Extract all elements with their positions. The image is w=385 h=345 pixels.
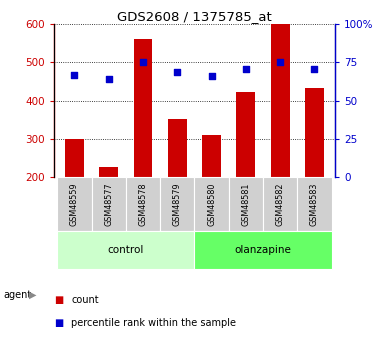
Bar: [160, 177, 194, 231]
Bar: [57, 231, 194, 269]
Text: percentile rank within the sample: percentile rank within the sample: [71, 318, 236, 327]
Title: GDS2608 / 1375785_at: GDS2608 / 1375785_at: [117, 10, 272, 23]
Bar: [271, 24, 290, 177]
Text: GSM48580: GSM48580: [207, 183, 216, 226]
Text: GSM48582: GSM48582: [276, 182, 285, 226]
Text: ▶: ▶: [29, 290, 36, 300]
Text: GSM48581: GSM48581: [241, 183, 250, 226]
Point: [243, 66, 249, 71]
Text: GSM48577: GSM48577: [104, 182, 113, 226]
Bar: [65, 139, 84, 177]
Text: GSM48583: GSM48583: [310, 183, 319, 226]
Point: [277, 60, 283, 65]
Bar: [263, 177, 297, 231]
Point: [174, 69, 180, 75]
Text: GSM48559: GSM48559: [70, 182, 79, 226]
Text: control: control: [108, 245, 144, 255]
Text: ■: ■: [54, 295, 63, 305]
Bar: [202, 135, 221, 177]
Bar: [236, 92, 255, 177]
Bar: [168, 119, 187, 177]
Bar: [194, 177, 229, 231]
Text: ■: ■: [54, 318, 63, 327]
Bar: [57, 177, 92, 231]
Text: GSM48578: GSM48578: [139, 182, 147, 226]
Point: [105, 77, 112, 82]
Bar: [229, 177, 263, 231]
Text: GSM48579: GSM48579: [173, 182, 182, 226]
Bar: [305, 88, 324, 177]
Bar: [134, 39, 152, 177]
Text: count: count: [71, 295, 99, 305]
Point: [311, 66, 318, 71]
Point: [71, 72, 77, 77]
Text: olanzapine: olanzapine: [234, 245, 291, 255]
Bar: [92, 177, 126, 231]
Bar: [194, 231, 331, 269]
Point: [140, 60, 146, 65]
Bar: [126, 177, 160, 231]
Point: [209, 73, 215, 79]
Bar: [297, 177, 331, 231]
Text: agent: agent: [4, 290, 32, 300]
Bar: [99, 167, 118, 177]
